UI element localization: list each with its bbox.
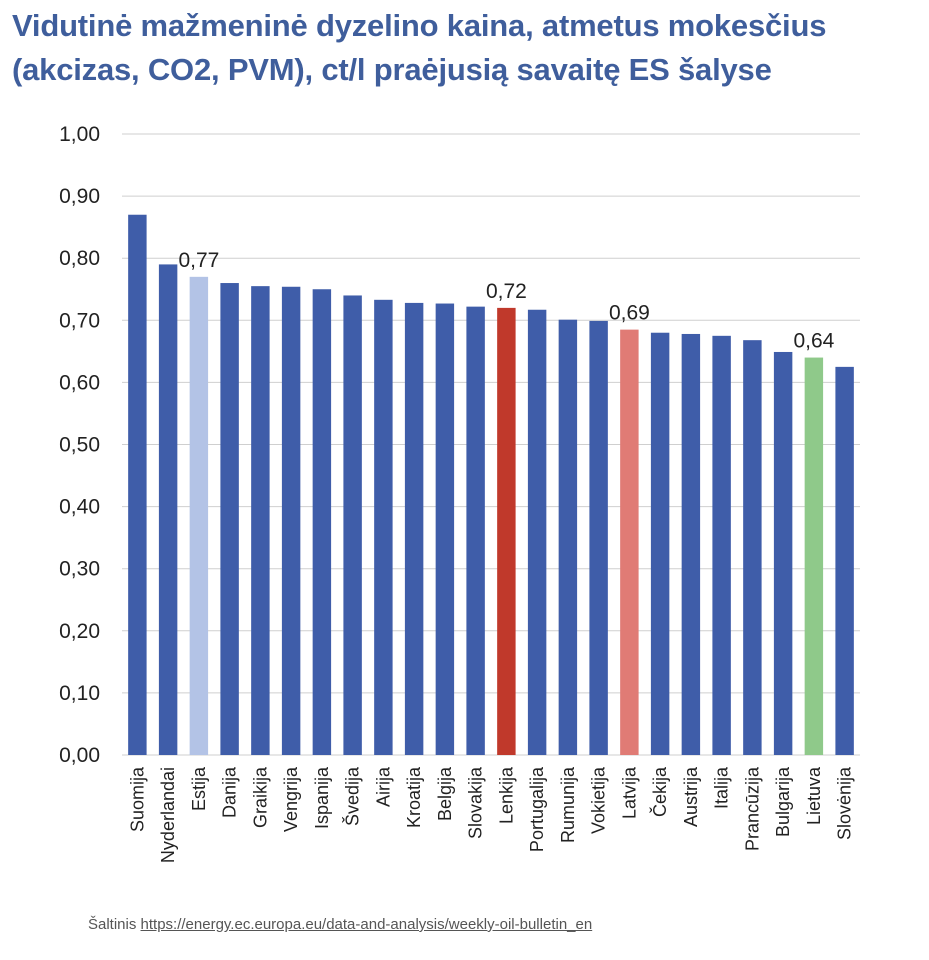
y-tick-label: 0,70 <box>59 309 100 332</box>
x-category-label: Latvija <box>619 766 639 819</box>
bar <box>404 302 424 755</box>
x-category-label: Italija <box>712 766 732 809</box>
y-tick-label: 0,90 <box>59 185 100 208</box>
y-tick-label: 1,00 <box>59 123 100 146</box>
bar <box>435 303 455 755</box>
x-category-label: Slovakija <box>466 766 486 839</box>
chart-title-line-1: Vidutinė mažmeninė dyzelino kaina, atmet… <box>12 8 827 43</box>
y-tick-label: 0,00 <box>59 744 100 767</box>
bar <box>527 309 547 755</box>
x-category-label: Ispanija <box>312 766 332 829</box>
data-label: 0,64 <box>793 330 834 353</box>
bar <box>251 286 270 755</box>
x-category-label: Vengrija <box>281 766 301 832</box>
y-axis-ticks: 0,00 0,10 0,20 0,30 0,40 0,50 0,60 0,70 0,80 0,90… <box>59 123 100 767</box>
source-note: Šaltinis https://energy.ec.europa.eu/dat… <box>88 916 592 933</box>
bar <box>128 214 147 756</box>
data-labels: 0,77 0,72 0,69 0,64 <box>178 249 834 353</box>
bar <box>650 332 670 755</box>
x-category-label: Danija <box>220 766 240 818</box>
y-tick-label: 0,40 <box>59 496 100 519</box>
bar <box>558 319 578 755</box>
bar <box>281 286 301 755</box>
x-category-label: Rumunija <box>558 766 578 843</box>
bar <box>497 307 516 755</box>
bar <box>312 289 332 755</box>
x-axis-category-labels: Suomija Nyderlandai Estija Danija Graikija Ve… <box>127 766 854 863</box>
bar <box>804 357 824 755</box>
bar <box>712 335 731 755</box>
x-category-label: Austrija <box>681 766 701 827</box>
data-label: 0,72 <box>486 280 527 303</box>
x-category-label: Airija <box>373 766 393 807</box>
x-category-label: Portugalija <box>527 766 547 852</box>
bars <box>128 214 854 756</box>
y-tick-label: 0,80 <box>59 247 100 270</box>
bar <box>158 264 178 755</box>
y-tick-label: 0,30 <box>59 558 100 581</box>
y-tick-label: 0,50 <box>59 434 100 457</box>
x-category-label: Lenkija <box>496 766 516 824</box>
bar-chart: 0,00 0,10 0,20 0,30 0,40 0,50 0,60 0,70 0,80 0,90… <box>59 123 860 863</box>
bar <box>773 351 793 755</box>
x-category-label: Belgija <box>435 766 455 821</box>
data-label: 0,69 <box>609 302 650 325</box>
x-category-label: Vokietija <box>589 766 609 834</box>
y-tick-label: 0,10 <box>59 682 100 705</box>
bar <box>374 299 393 755</box>
x-category-label: Kroatija <box>404 766 424 828</box>
y-tick-label: 0,20 <box>59 620 100 643</box>
y-tick-label: 0,60 <box>59 371 100 394</box>
bar <box>189 276 209 755</box>
source-label: Šaltinis <box>88 916 137 933</box>
bar <box>743 340 762 755</box>
bar <box>220 283 239 755</box>
x-category-label: Čekija <box>649 766 670 817</box>
x-category-label: Graikija <box>250 766 270 828</box>
bar <box>589 320 608 755</box>
gridlines <box>122 133 860 756</box>
x-category-label: Nyderlandai <box>158 767 178 863</box>
chart-title-line-2: (akcizas, CO2, PVM), ct/l praėjusią sava… <box>12 52 772 87</box>
bar <box>620 329 639 755</box>
source-link[interactable]: https://energy.ec.europa.eu/data-and-ana… <box>140 916 593 933</box>
bar <box>343 295 362 755</box>
x-category-label: Lietuva <box>804 766 824 825</box>
x-category-label: Bulgarija <box>773 766 793 837</box>
x-category-label: Suomija <box>127 766 147 832</box>
x-category-label: Prancūzija <box>742 766 762 851</box>
x-category-label: Estija <box>189 766 209 811</box>
x-category-label: Švedija <box>342 766 363 826</box>
data-label: 0,77 <box>178 249 219 272</box>
bar <box>681 333 701 755</box>
x-category-label: Slovėnija <box>835 766 855 840</box>
bar <box>466 306 485 755</box>
bar <box>835 366 854 755</box>
